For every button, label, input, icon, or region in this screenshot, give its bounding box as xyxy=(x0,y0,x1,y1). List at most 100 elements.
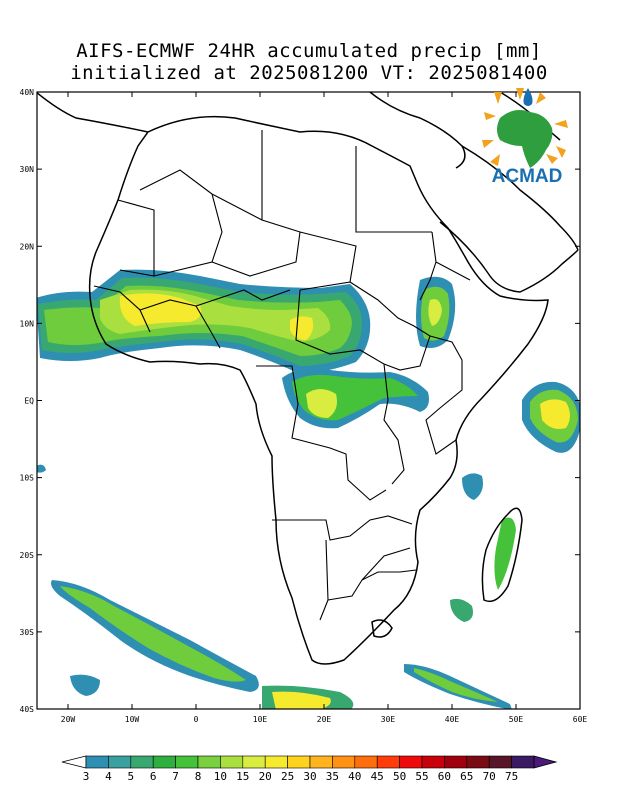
colorbar-label: 70 xyxy=(483,770,496,783)
colorbar-swatch xyxy=(511,755,535,769)
arabia-coastline xyxy=(439,221,579,293)
madagascar-coastline xyxy=(481,507,523,603)
precip-area-cape-band-core xyxy=(272,691,331,709)
lat-label: 30S xyxy=(20,628,35,637)
precip-area-congo-core xyxy=(306,389,337,418)
colorbar-label: 30 xyxy=(303,770,316,783)
lon-label: 20W xyxy=(61,715,76,724)
precip-area-comoros xyxy=(462,473,483,500)
precip-area-ethiopia-core xyxy=(428,299,442,326)
colorbar-label: 65 xyxy=(460,770,473,783)
border-libya-chad xyxy=(261,130,357,291)
lon-label: 60E xyxy=(573,715,588,724)
colorbar-label: 10 xyxy=(214,770,227,783)
lat-label: 20S xyxy=(20,551,35,560)
precip-area-south-atlantic-band-inner xyxy=(60,586,246,682)
colorbar-label: 6 xyxy=(150,770,157,783)
border-egypt-sudan xyxy=(355,146,432,233)
border-congo-drc xyxy=(256,365,387,501)
lesotho-border xyxy=(371,619,393,638)
colorbar-swatch xyxy=(197,755,221,769)
lat-label: 10N xyxy=(20,319,35,328)
lon-label: 10W xyxy=(125,715,140,724)
colorbar-label: 55 xyxy=(415,770,428,783)
colorbar-swatch xyxy=(242,755,266,769)
colorbar-swatch xyxy=(264,755,288,769)
colorbar-swatch xyxy=(444,755,468,769)
arabia-north-coastline xyxy=(461,145,579,251)
colorbar-swatch xyxy=(354,755,378,769)
border-great-lakes xyxy=(383,363,405,485)
lon-label: 30E xyxy=(381,715,396,724)
colorbar-swatch xyxy=(332,755,356,769)
colorbar-label: 7 xyxy=(172,770,179,783)
lat-label: 10S xyxy=(20,474,35,483)
africa-coastline xyxy=(88,115,549,665)
coastlines xyxy=(37,92,579,665)
border-west-africa xyxy=(93,285,291,349)
colorbar-swatch xyxy=(175,755,199,769)
border-somalia-kenya xyxy=(425,335,463,455)
lon-label: 50E xyxy=(509,715,524,724)
colorbar-swatch xyxy=(220,755,244,769)
chart-title-line-1: AIFS-ECMWF 24HR accumulated precip [mm] xyxy=(76,40,542,62)
colorbar-label: 35 xyxy=(326,770,339,783)
lat-label: EQ xyxy=(24,397,34,406)
lon-label: 40E xyxy=(445,715,460,724)
colorbar-label: 4 xyxy=(105,770,112,783)
colorbar-swatch xyxy=(287,755,311,769)
precip-area-cameroon-max xyxy=(290,316,314,340)
lon-label: 20E xyxy=(317,715,332,724)
colorbar-high-arrow xyxy=(533,755,558,769)
colorbar-swatch xyxy=(421,755,445,769)
border-angola-zambia xyxy=(272,515,413,541)
border-niger xyxy=(211,193,301,277)
lon-label: 10E xyxy=(253,715,268,724)
colorbar-label: 60 xyxy=(438,770,451,783)
country-borders xyxy=(93,130,471,621)
logo-text: ACMAD xyxy=(492,166,563,187)
precip-area-south-madagascar-sea xyxy=(450,598,473,622)
colorbar-swatch xyxy=(152,755,176,769)
precip-fields xyxy=(37,269,580,709)
logo-raindrop-icon xyxy=(523,88,533,106)
iberia-coastline xyxy=(37,92,149,133)
logo-sunburst-icon xyxy=(482,88,568,166)
precip-area-indian-ocean-core xyxy=(540,399,570,429)
colorbar-label: 3 xyxy=(83,770,90,783)
border-mauritania xyxy=(117,199,155,277)
colorbar-label: 8 xyxy=(195,770,202,783)
colorbar-swatch xyxy=(466,755,490,769)
axis-labels: 40N 30N 20N 10N EQ 10S 20S 30S 40S 20W 10W 0 10E 20E 3… xyxy=(20,88,588,724)
border-zimbabwe-mozambique xyxy=(361,547,417,581)
precip-area-guinea-max xyxy=(119,293,202,326)
colorbar-swatch xyxy=(85,755,109,769)
colorbar-swatch xyxy=(130,755,154,769)
lon-label: 0 xyxy=(194,715,199,724)
logo-africa-icon xyxy=(497,110,553,168)
border-sudan-south xyxy=(349,281,431,371)
lat-label: 40S xyxy=(20,705,35,714)
acmad-logo: ACMAD xyxy=(482,88,568,187)
precip-area-southern-indian-band-inner xyxy=(414,668,498,702)
colorbar-label: 50 xyxy=(393,770,406,783)
colorbar-swatch xyxy=(488,755,512,769)
lat-label: 40N xyxy=(20,88,35,97)
border-algeria-south xyxy=(139,169,223,277)
axis-ticks xyxy=(37,91,581,710)
lat-label: 20N xyxy=(20,242,35,251)
lat-label: 30N xyxy=(20,165,35,174)
colorbar-label: 45 xyxy=(371,770,384,783)
colorbar: 3 4 5 6 7 8 10 15 20 25 30 35 40 45 50 55 60 65 70 75 xyxy=(61,755,558,783)
colorbar-label: 25 xyxy=(281,770,294,783)
colorbar-label: 15 xyxy=(236,770,249,783)
colorbar-label: 75 xyxy=(505,770,518,783)
border-namibia-botswana xyxy=(319,539,400,621)
colorbar-label: 20 xyxy=(259,770,272,783)
border-car xyxy=(295,289,385,365)
colorbar-swatch xyxy=(108,755,132,769)
precip-area-madagascar xyxy=(494,517,516,590)
colorbar-label: 40 xyxy=(348,770,361,783)
colorbar-swatch xyxy=(309,755,333,769)
